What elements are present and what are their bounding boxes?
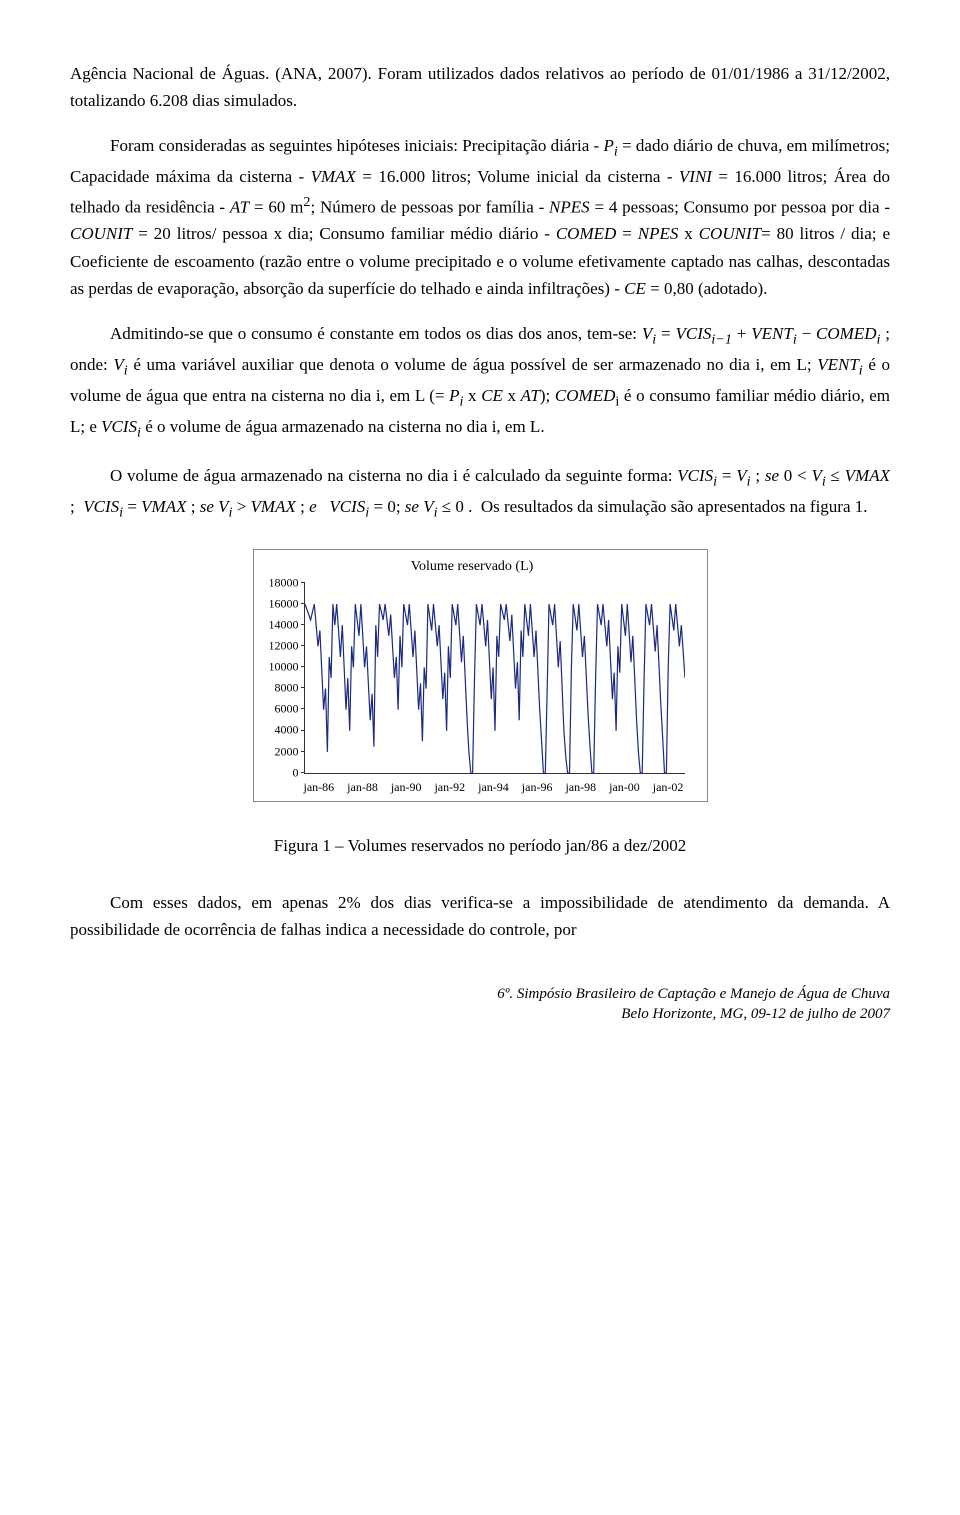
chart-xtick-label: jan-86 — [304, 778, 335, 797]
chart-line-series — [305, 604, 685, 773]
chart-ytick-label: 12000 — [269, 637, 305, 656]
chart-ytick-label: 16000 — [269, 594, 305, 613]
chart-plot-area: 0200040006000800010000120001400016000180… — [304, 583, 685, 774]
chart-ytick-label: 18000 — [269, 573, 305, 592]
figure-1-container: Volume reservado (L) 0200040006000800010… — [70, 549, 890, 802]
chart-xtick-label: jan-94 — [478, 778, 509, 797]
chart-ytick-label: 14000 — [269, 615, 305, 634]
chart-ytick-label: 0 — [293, 763, 305, 782]
paragraph-5: Com esses dados, em apenas 2% dos dias v… — [70, 889, 890, 943]
chart-xtick-label: jan-88 — [347, 778, 378, 797]
chart-ytick-label: 2000 — [275, 742, 305, 761]
chart-xtick-label: jan-96 — [522, 778, 553, 797]
figure-1-chart: Volume reservado (L) 0200040006000800010… — [253, 549, 708, 802]
chart-xtick-label: jan-02 — [653, 778, 684, 797]
paragraph-4: O volume de água armazenado na cisterna … — [70, 462, 890, 524]
chart-ytick-label: 6000 — [275, 700, 305, 719]
chart-xtick-label: jan-00 — [609, 778, 640, 797]
chart-ytick-label: 4000 — [275, 721, 305, 740]
chart-xtick-label: jan-92 — [434, 778, 465, 797]
chart-x-axis: jan-86 jan-88 jan-90 jan-92 jan-94 jan-96 jan-… — [304, 778, 684, 797]
figure-1-caption: Figura 1 – Volumes reservados no período… — [70, 832, 890, 859]
footer-line-1: 6º. Simpósio Brasileiro de Captação e Ma… — [70, 984, 890, 1004]
paragraph-1: Agência Nacional de Águas. (ANA, 2007). … — [70, 60, 890, 114]
chart-ytick-label: 10000 — [269, 658, 305, 677]
chart-xtick-label: jan-90 — [391, 778, 422, 797]
paragraph-3: Admitindo-se que o consumo é constante e… — [70, 320, 890, 444]
chart-title: Volume reservado (L) — [260, 556, 685, 578]
paragraph-2: Foram consideradas as seguintes hipótese… — [70, 132, 890, 302]
footer-line-2: Belo Horizonte, MG, 09-12 de julho de 20… — [70, 1004, 890, 1024]
chart-xtick-label: jan-98 — [565, 778, 596, 797]
page-footer: 6º. Simpósio Brasileiro de Captação e Ma… — [70, 984, 890, 1025]
chart-ytick-label: 8000 — [275, 679, 305, 698]
